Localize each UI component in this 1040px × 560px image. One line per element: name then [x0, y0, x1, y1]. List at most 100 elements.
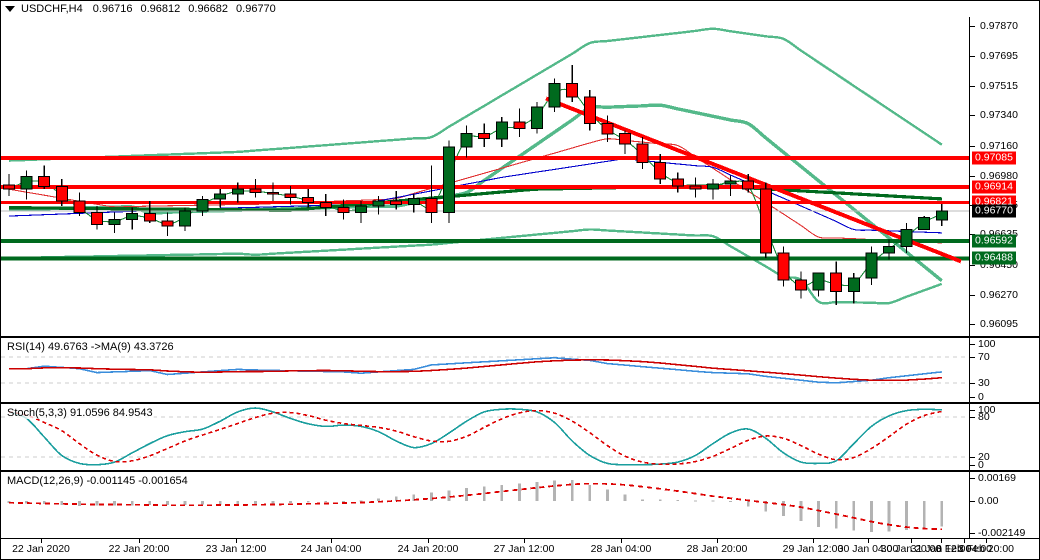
- stochastic-pane[interactable]: Stoch(5,3,3) 91.0596 84.9543 100 80 20 0: [1, 403, 1039, 471]
- candle: [196, 195, 209, 217]
- time-tick: [868, 539, 869, 543]
- candlestick-series[interactable]: [3, 64, 948, 306]
- price-axis[interactable]: 0.97870 0.97695 0.97515 0.97340 0.97160 0.969…: [969, 17, 1039, 336]
- stochastic-plot-area[interactable]: [1, 404, 969, 470]
- candle: [284, 185, 297, 205]
- stochastic-tick: [970, 456, 975, 458]
- candle: [38, 165, 51, 190]
- candle: [742, 174, 755, 193]
- price-tick: [970, 324, 975, 326]
- last-price-label[interactable]: 0.96770: [972, 204, 1016, 218]
- rsi-plot-area[interactable]: [1, 338, 969, 402]
- candle: [161, 212, 174, 237]
- stochastic-tick: [970, 410, 975, 411]
- candle: [478, 123, 491, 148]
- rsi-tick-label: 100: [978, 338, 996, 350]
- candle: [179, 207, 191, 232]
- ohlc-high: 0.96812: [140, 3, 181, 15]
- candle: [126, 207, 139, 230]
- rsi-tick: [970, 397, 975, 398]
- candle: [302, 189, 315, 208]
- macd-pane[interactable]: MACD(12,26,9) -0.001145 -0.001654 0.0016…: [1, 471, 1039, 539]
- price-tick-label: 0.96095: [980, 318, 1018, 331]
- candle: [654, 153, 667, 185]
- stochastic-tick-label: 80: [978, 411, 990, 424]
- time-tick-label: 30 Jan 20:00: [880, 543, 942, 555]
- candle: [583, 90, 596, 131]
- price-tick-label: 0.97870: [980, 20, 1018, 33]
- rsi-tick-label: 0: [978, 391, 984, 403]
- macd-tick: [970, 478, 975, 479]
- candle: [91, 206, 103, 230]
- macd-tick-label: -0.002149: [978, 527, 1026, 539]
- rsi-pane[interactable]: RSI(14) 49.6763 ->MA(9) 43.3726 100 70 30 0: [1, 337, 1039, 403]
- macd-tick: [970, 501, 975, 503]
- candle: [425, 165, 438, 223]
- candle: [812, 272, 825, 297]
- downtrend-line[interactable]: [545, 96, 962, 264]
- candle: [20, 170, 33, 200]
- time-tick-label: 22 Jan 20:00: [108, 543, 170, 555]
- time-tick: [524, 539, 525, 543]
- price-tick-label: 0.96980: [980, 169, 1018, 182]
- candle: [689, 177, 702, 198]
- price-tick-label: 0.97695: [980, 49, 1018, 62]
- time-tick-label: 24 Jan 04:00: [300, 543, 362, 555]
- macd-axis[interactable]: 0.00169 0.00 -0.002149: [969, 472, 1039, 539]
- candle: [3, 174, 15, 196]
- rsi-tick: [970, 382, 975, 384]
- candle: [601, 115, 614, 143]
- time-tick: [41, 539, 42, 543]
- candle: [566, 64, 579, 102]
- time-tick-label: 23 Jan 12:00: [205, 543, 267, 555]
- candle: [777, 246, 790, 287]
- time-tick-label: 28 Jan 04:00: [590, 543, 652, 555]
- stochastic-tick-label: 20: [978, 450, 990, 463]
- resistance-level-1[interactable]: 0.97085: [972, 151, 1016, 165]
- caret-down-icon[interactable]: [5, 6, 15, 12]
- candle: [143, 200, 156, 223]
- macd-tick-label: 0.00169: [978, 472, 1016, 484]
- stochastic-tick: [970, 465, 975, 466]
- candle: [865, 246, 878, 285]
- stochastic-axis[interactable]: 100 80 20 0: [969, 404, 1039, 470]
- price-tick-label: 0.97160: [980, 139, 1018, 152]
- candle: [531, 101, 543, 134]
- time-axis[interactable]: 22 Jan 2020 22 Jan 20:00 23 Jan 12:00 24 Ja…: [1, 539, 1039, 559]
- time-tick-label: 3 Feb 20:00: [957, 543, 1015, 555]
- price-tick: [970, 295, 975, 296]
- rsi-axis[interactable]: 100 70 30 0: [969, 338, 1039, 403]
- candle: [249, 179, 262, 198]
- time-tick-label: 28 Jan 20:00: [686, 543, 748, 555]
- macd-plot-area[interactable]: [1, 472, 969, 538]
- time-tick-label: 22 Jan 2020: [12, 543, 70, 555]
- candle: [390, 190, 403, 210]
- time-tick: [813, 539, 814, 543]
- candle: [900, 222, 913, 253]
- candle: [319, 194, 332, 217]
- time-tick: [911, 539, 912, 543]
- candle: [407, 194, 420, 213]
- stochastic-tick-label: 100: [978, 404, 996, 416]
- price-tick: [970, 264, 975, 266]
- candle: [883, 239, 895, 260]
- price-plot-area[interactable]: [1, 17, 969, 336]
- resistance-level-2[interactable]: 0.96914: [972, 180, 1016, 194]
- macd-tick-label: 0.00: [978, 495, 999, 508]
- support-level-1[interactable]: 0.96592: [972, 234, 1016, 248]
- time-tick: [621, 539, 622, 543]
- candle: [355, 200, 367, 223]
- price-tick: [970, 233, 975, 235]
- candle: [671, 172, 684, 193]
- candle: [513, 108, 526, 138]
- candle: [619, 130, 631, 154]
- candle: [267, 182, 279, 201]
- time-tick: [986, 539, 987, 543]
- price-pane[interactable]: 0.97870 0.97695 0.97515 0.97340 0.97160 0.969…: [1, 17, 1039, 337]
- support-level-2[interactable]: 0.96488: [972, 251, 1016, 265]
- macd-tick: [970, 533, 975, 534]
- rsi-label: RSI(14) 49.6763 ->MA(9) 43.3726: [6, 341, 175, 353]
- candle: [830, 261, 843, 306]
- stochastic-tick: [970, 417, 975, 419]
